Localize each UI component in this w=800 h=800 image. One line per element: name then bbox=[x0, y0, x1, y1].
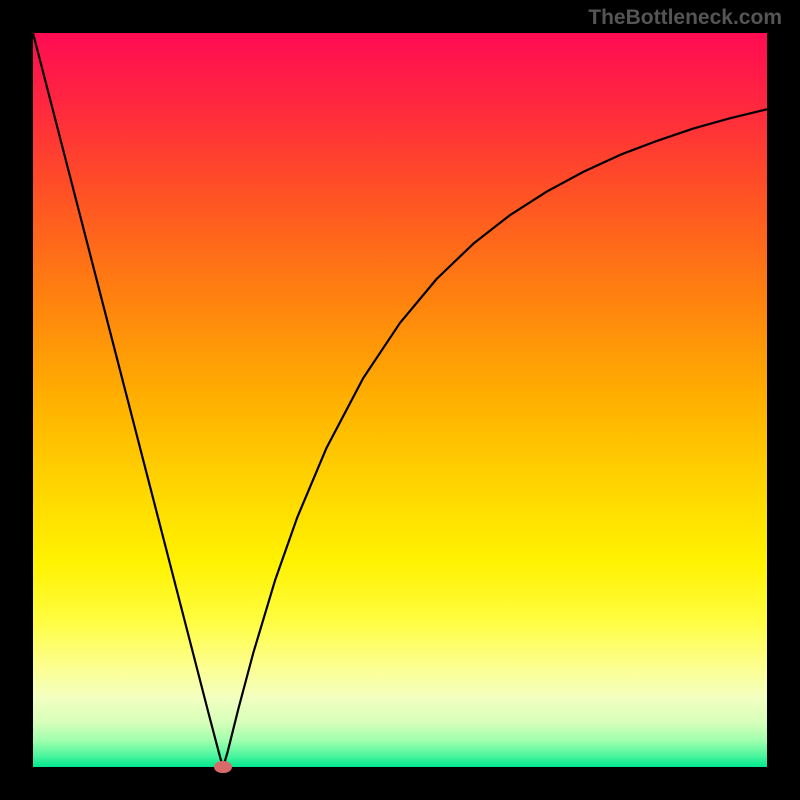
watermark-text: TheBottleneck.com bbox=[588, 6, 782, 30]
bottleneck-curve bbox=[0, 0, 800, 800]
curve-path bbox=[33, 33, 767, 767]
minimum-marker bbox=[214, 761, 232, 773]
chart-canvas: TheBottleneck.com bbox=[0, 0, 800, 800]
